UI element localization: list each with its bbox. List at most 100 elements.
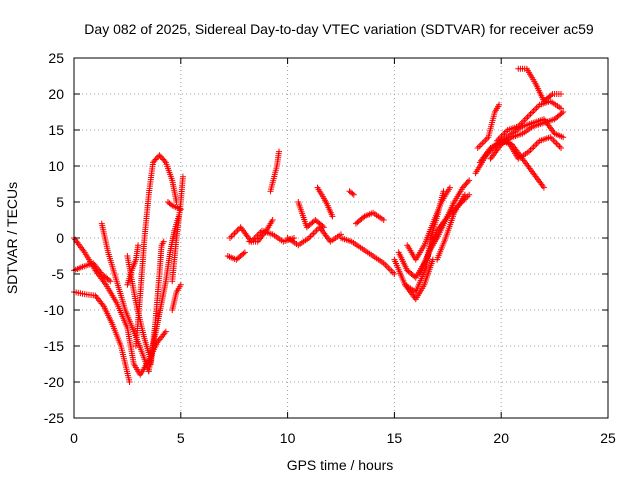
data-point bbox=[558, 91, 565, 97]
data-point bbox=[166, 200, 173, 207]
data-point bbox=[474, 145, 481, 151]
data-point bbox=[532, 106, 539, 113]
data-point bbox=[251, 235, 258, 242]
data-point bbox=[466, 177, 473, 184]
data-point bbox=[461, 191, 468, 198]
y-tick-label: -25 bbox=[44, 410, 64, 426]
data-point bbox=[560, 134, 567, 141]
data-point bbox=[527, 147, 534, 154]
data-point bbox=[226, 235, 233, 241]
axis-ticks: 0 5 10 15 20 25 -25 -20 -15 -10 -5 0 5 10 15 20 25 bbox=[44, 50, 616, 446]
data-point bbox=[307, 233, 314, 240]
data-point bbox=[160, 238, 167, 245]
x-tick-label: 0 bbox=[70, 430, 78, 446]
data-point bbox=[150, 159, 157, 166]
data-point bbox=[477, 141, 484, 148]
data-point bbox=[156, 152, 163, 159]
data-point bbox=[276, 148, 283, 155]
data-point bbox=[229, 231, 236, 238]
data-point bbox=[476, 143, 483, 150]
data-point bbox=[560, 109, 567, 115]
data-point bbox=[389, 269, 396, 276]
x-tick-label: 10 bbox=[280, 430, 296, 446]
data-point bbox=[319, 223, 326, 229]
y-tick-label: 5 bbox=[56, 194, 64, 210]
data-point bbox=[269, 217, 276, 223]
data-point bbox=[496, 101, 503, 108]
data-point bbox=[161, 157, 168, 164]
y-tick-label: 20 bbox=[48, 86, 64, 102]
data-point bbox=[151, 157, 158, 164]
data-point bbox=[360, 214, 367, 221]
data-point bbox=[558, 105, 565, 112]
data-point bbox=[157, 153, 164, 160]
data-point bbox=[228, 233, 235, 240]
y-tick-label: 15 bbox=[48, 122, 64, 138]
data-point bbox=[446, 184, 453, 191]
data-point bbox=[386, 266, 393, 273]
data-point bbox=[240, 250, 247, 257]
data-point bbox=[234, 227, 241, 234]
y-tick-label: 0 bbox=[56, 230, 64, 246]
data-point bbox=[126, 379, 133, 385]
data-point bbox=[482, 137, 489, 144]
data-point bbox=[524, 114, 531, 121]
data-point bbox=[527, 111, 534, 118]
data-point bbox=[548, 135, 555, 142]
data-point bbox=[382, 261, 389, 268]
chart-title: Day 082 of 2025, Sidereal Day-to-day VTE… bbox=[84, 21, 594, 37]
data-point bbox=[160, 156, 167, 163]
data-point bbox=[391, 271, 398, 277]
data-point bbox=[461, 183, 468, 190]
data-point bbox=[241, 249, 248, 256]
data-point bbox=[329, 213, 336, 220]
data-point bbox=[177, 281, 184, 288]
y-tick-label: -15 bbox=[44, 338, 64, 354]
data-point bbox=[530, 107, 537, 114]
data-point bbox=[459, 184, 466, 191]
data-point bbox=[529, 145, 536, 152]
data-point bbox=[231, 230, 238, 237]
x-axis-label: GPS time / hours bbox=[287, 457, 394, 473]
data-point bbox=[558, 110, 565, 117]
data-point bbox=[152, 156, 159, 163]
data-point bbox=[385, 264, 392, 271]
data-point bbox=[529, 109, 536, 116]
data-point bbox=[254, 232, 261, 239]
data-points bbox=[71, 65, 567, 385]
data-point bbox=[380, 217, 387, 223]
y-tick-label: 25 bbox=[48, 50, 64, 66]
data-point bbox=[463, 180, 470, 187]
y-tick-label: 10 bbox=[48, 158, 64, 174]
data-point bbox=[312, 228, 319, 235]
data-point bbox=[320, 224, 327, 231]
data-point bbox=[159, 155, 166, 162]
data-point bbox=[310, 230, 317, 237]
data-point bbox=[313, 227, 320, 234]
data-point bbox=[233, 228, 240, 235]
data-point bbox=[480, 138, 487, 145]
data-point bbox=[179, 173, 186, 180]
data-point bbox=[350, 191, 357, 198]
data-point bbox=[525, 112, 532, 119]
data-point bbox=[107, 278, 114, 285]
x-tick-label: 15 bbox=[387, 430, 403, 446]
data-point bbox=[162, 328, 169, 335]
data-point bbox=[462, 181, 469, 188]
data-point bbox=[556, 143, 563, 150]
data-point bbox=[548, 92, 555, 99]
data-point bbox=[464, 178, 471, 185]
data-point bbox=[440, 188, 447, 195]
data-point bbox=[383, 263, 390, 270]
grid-lines bbox=[74, 58, 608, 418]
data-point bbox=[164, 199, 171, 205]
data-point bbox=[388, 267, 395, 274]
data-point bbox=[153, 155, 160, 162]
data-point bbox=[540, 184, 547, 191]
data-point bbox=[479, 140, 486, 147]
data-point bbox=[532, 142, 539, 149]
y-tick-label: -5 bbox=[52, 266, 65, 282]
x-tick-label: 20 bbox=[493, 430, 509, 446]
data-point bbox=[558, 145, 565, 151]
